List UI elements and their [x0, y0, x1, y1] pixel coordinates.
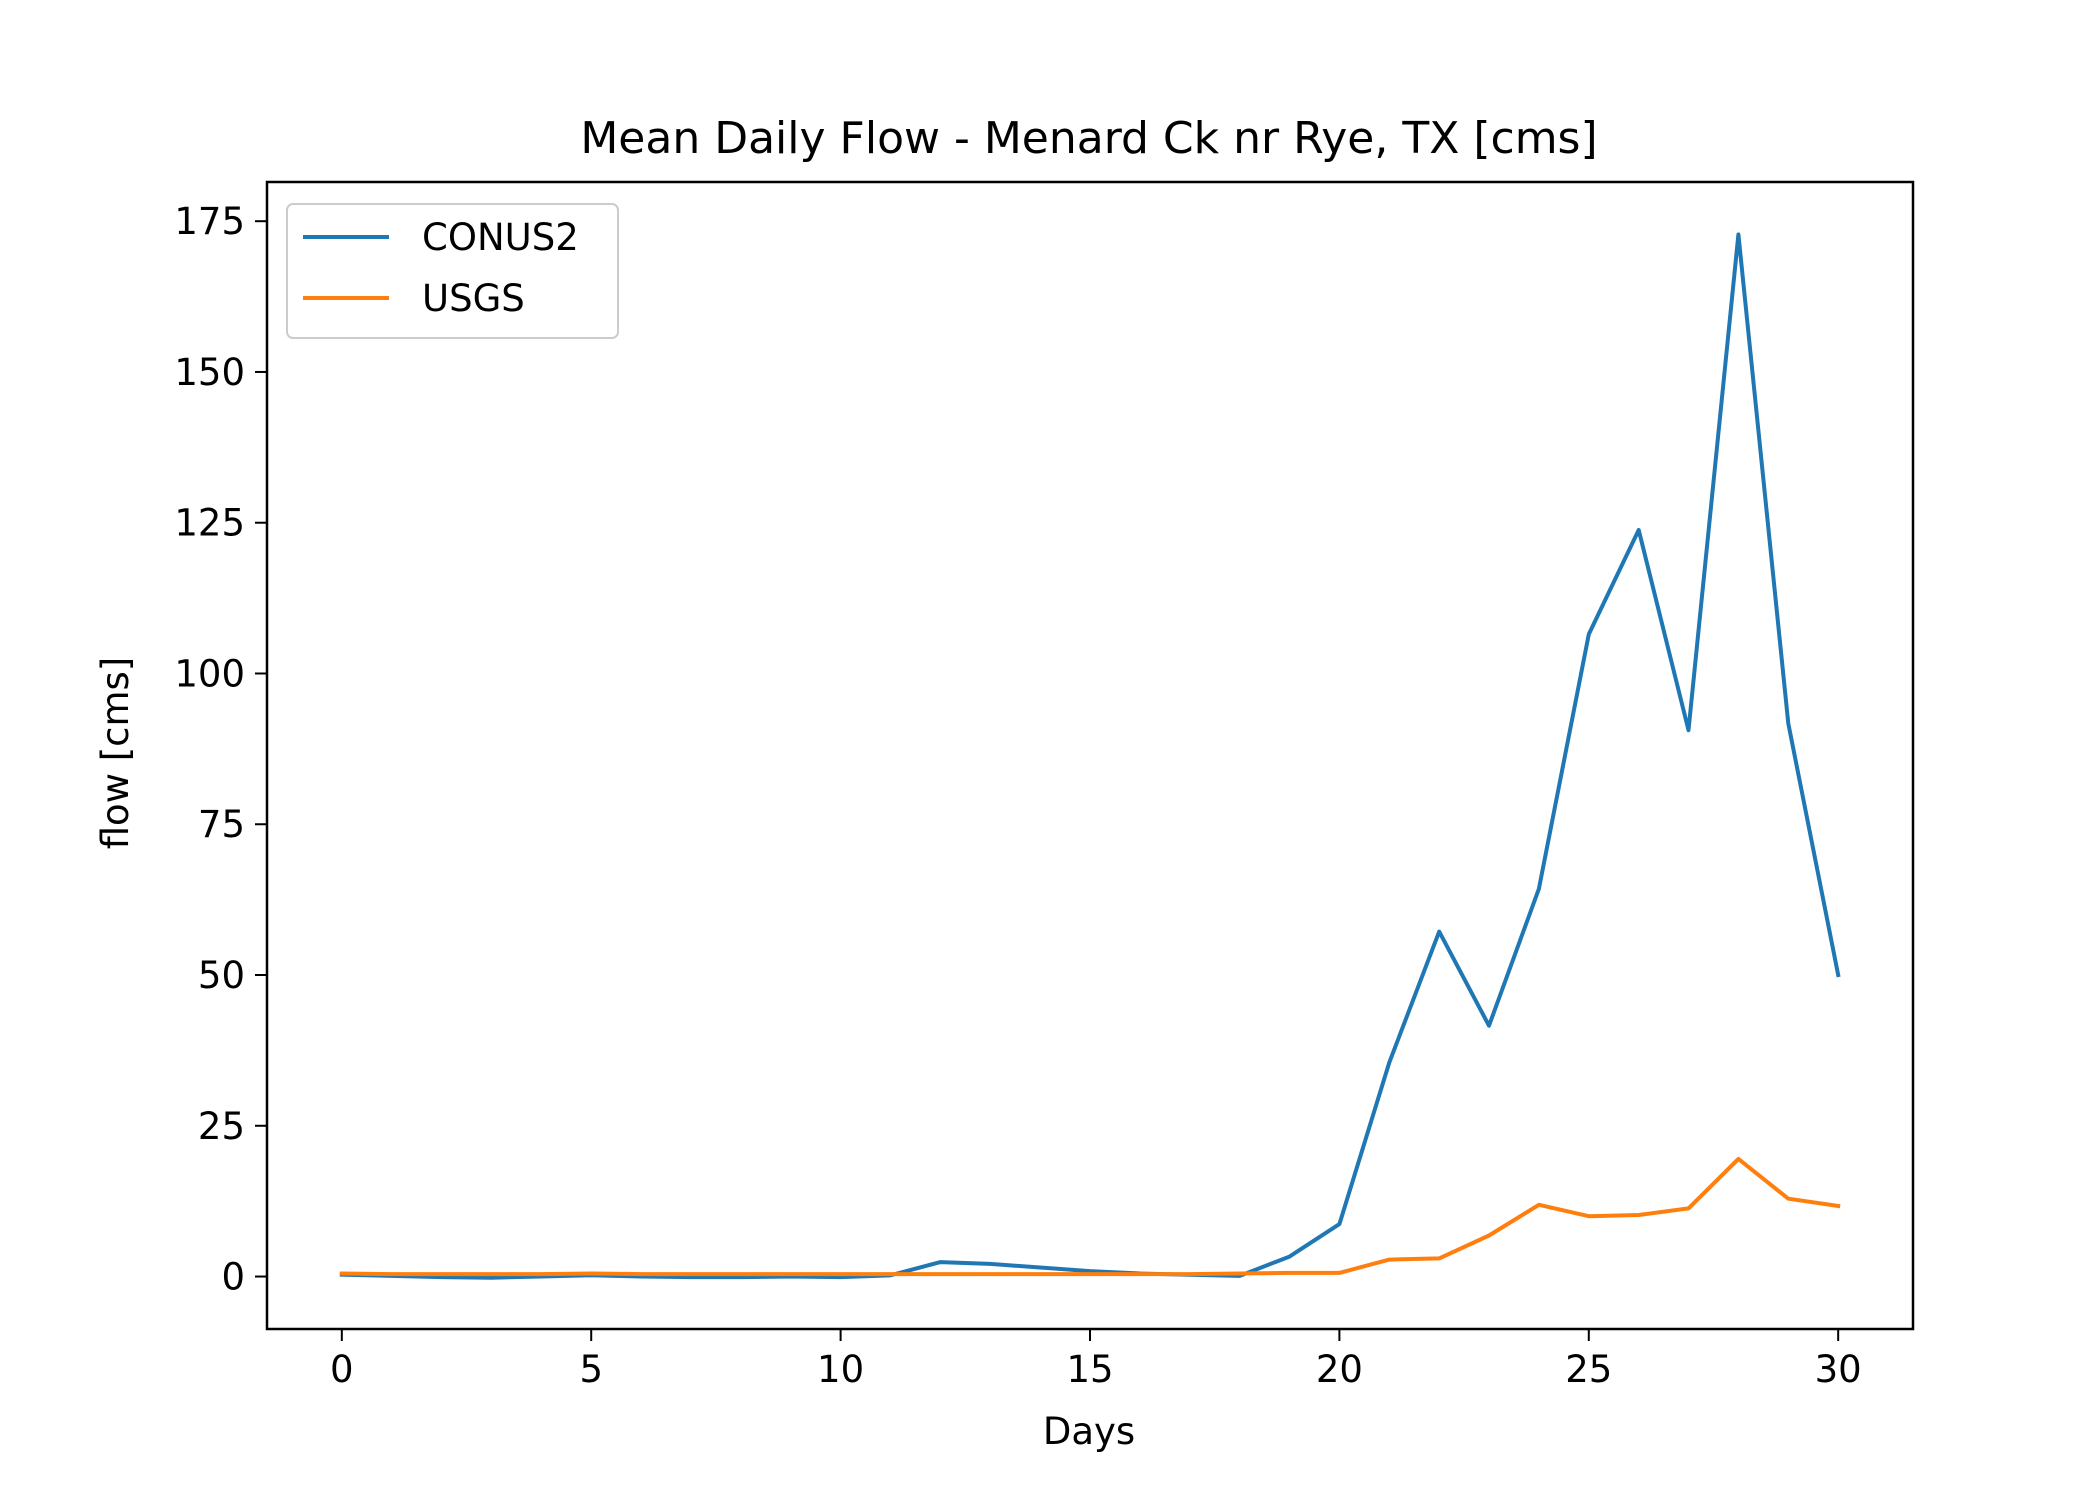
plot-frame [265, 180, 1915, 1331]
x-tick-label: 30 [1815, 1348, 1862, 1391]
y-tick-label: 125 [174, 502, 245, 545]
x-tick-label: 10 [817, 1348, 864, 1391]
y-tick-label: 75 [198, 803, 245, 846]
legend-label-usgs: USGS [422, 277, 525, 320]
series-line-usgs [339, 1156, 1841, 1277]
y-tick-label: 50 [198, 954, 245, 997]
y-tick-label: 175 [174, 200, 245, 243]
x-tick-label: 25 [1565, 1348, 1612, 1391]
x-tick-label: 20 [1316, 1348, 1363, 1391]
chart-title: Mean Daily Flow - Menard Ck nr Rye, TX [… [580, 113, 1597, 164]
y-tick-label: 150 [174, 351, 245, 394]
legend: CONUS2 USGS [286, 203, 619, 339]
y-tick-label: 0 [221, 1256, 245, 1299]
plot-area [339, 232, 1841, 1280]
x-tick-label: 5 [579, 1348, 603, 1391]
y-axis-label: flow [cms] [94, 657, 137, 850]
y-tick-label: 100 [174, 652, 245, 695]
x-tick-label: 15 [1066, 1348, 1113, 1391]
y-axis: 0 25 50 75 100 125 150 175 [174, 200, 267, 1299]
x-axis: 0 5 10 15 20 25 30 [330, 1329, 1862, 1391]
legend-label-conus2: CONUS2 [422, 216, 579, 259]
x-axis-label: Days [1043, 1410, 1135, 1453]
x-tick-label: 0 [330, 1348, 354, 1391]
y-tick-label: 25 [198, 1105, 245, 1148]
